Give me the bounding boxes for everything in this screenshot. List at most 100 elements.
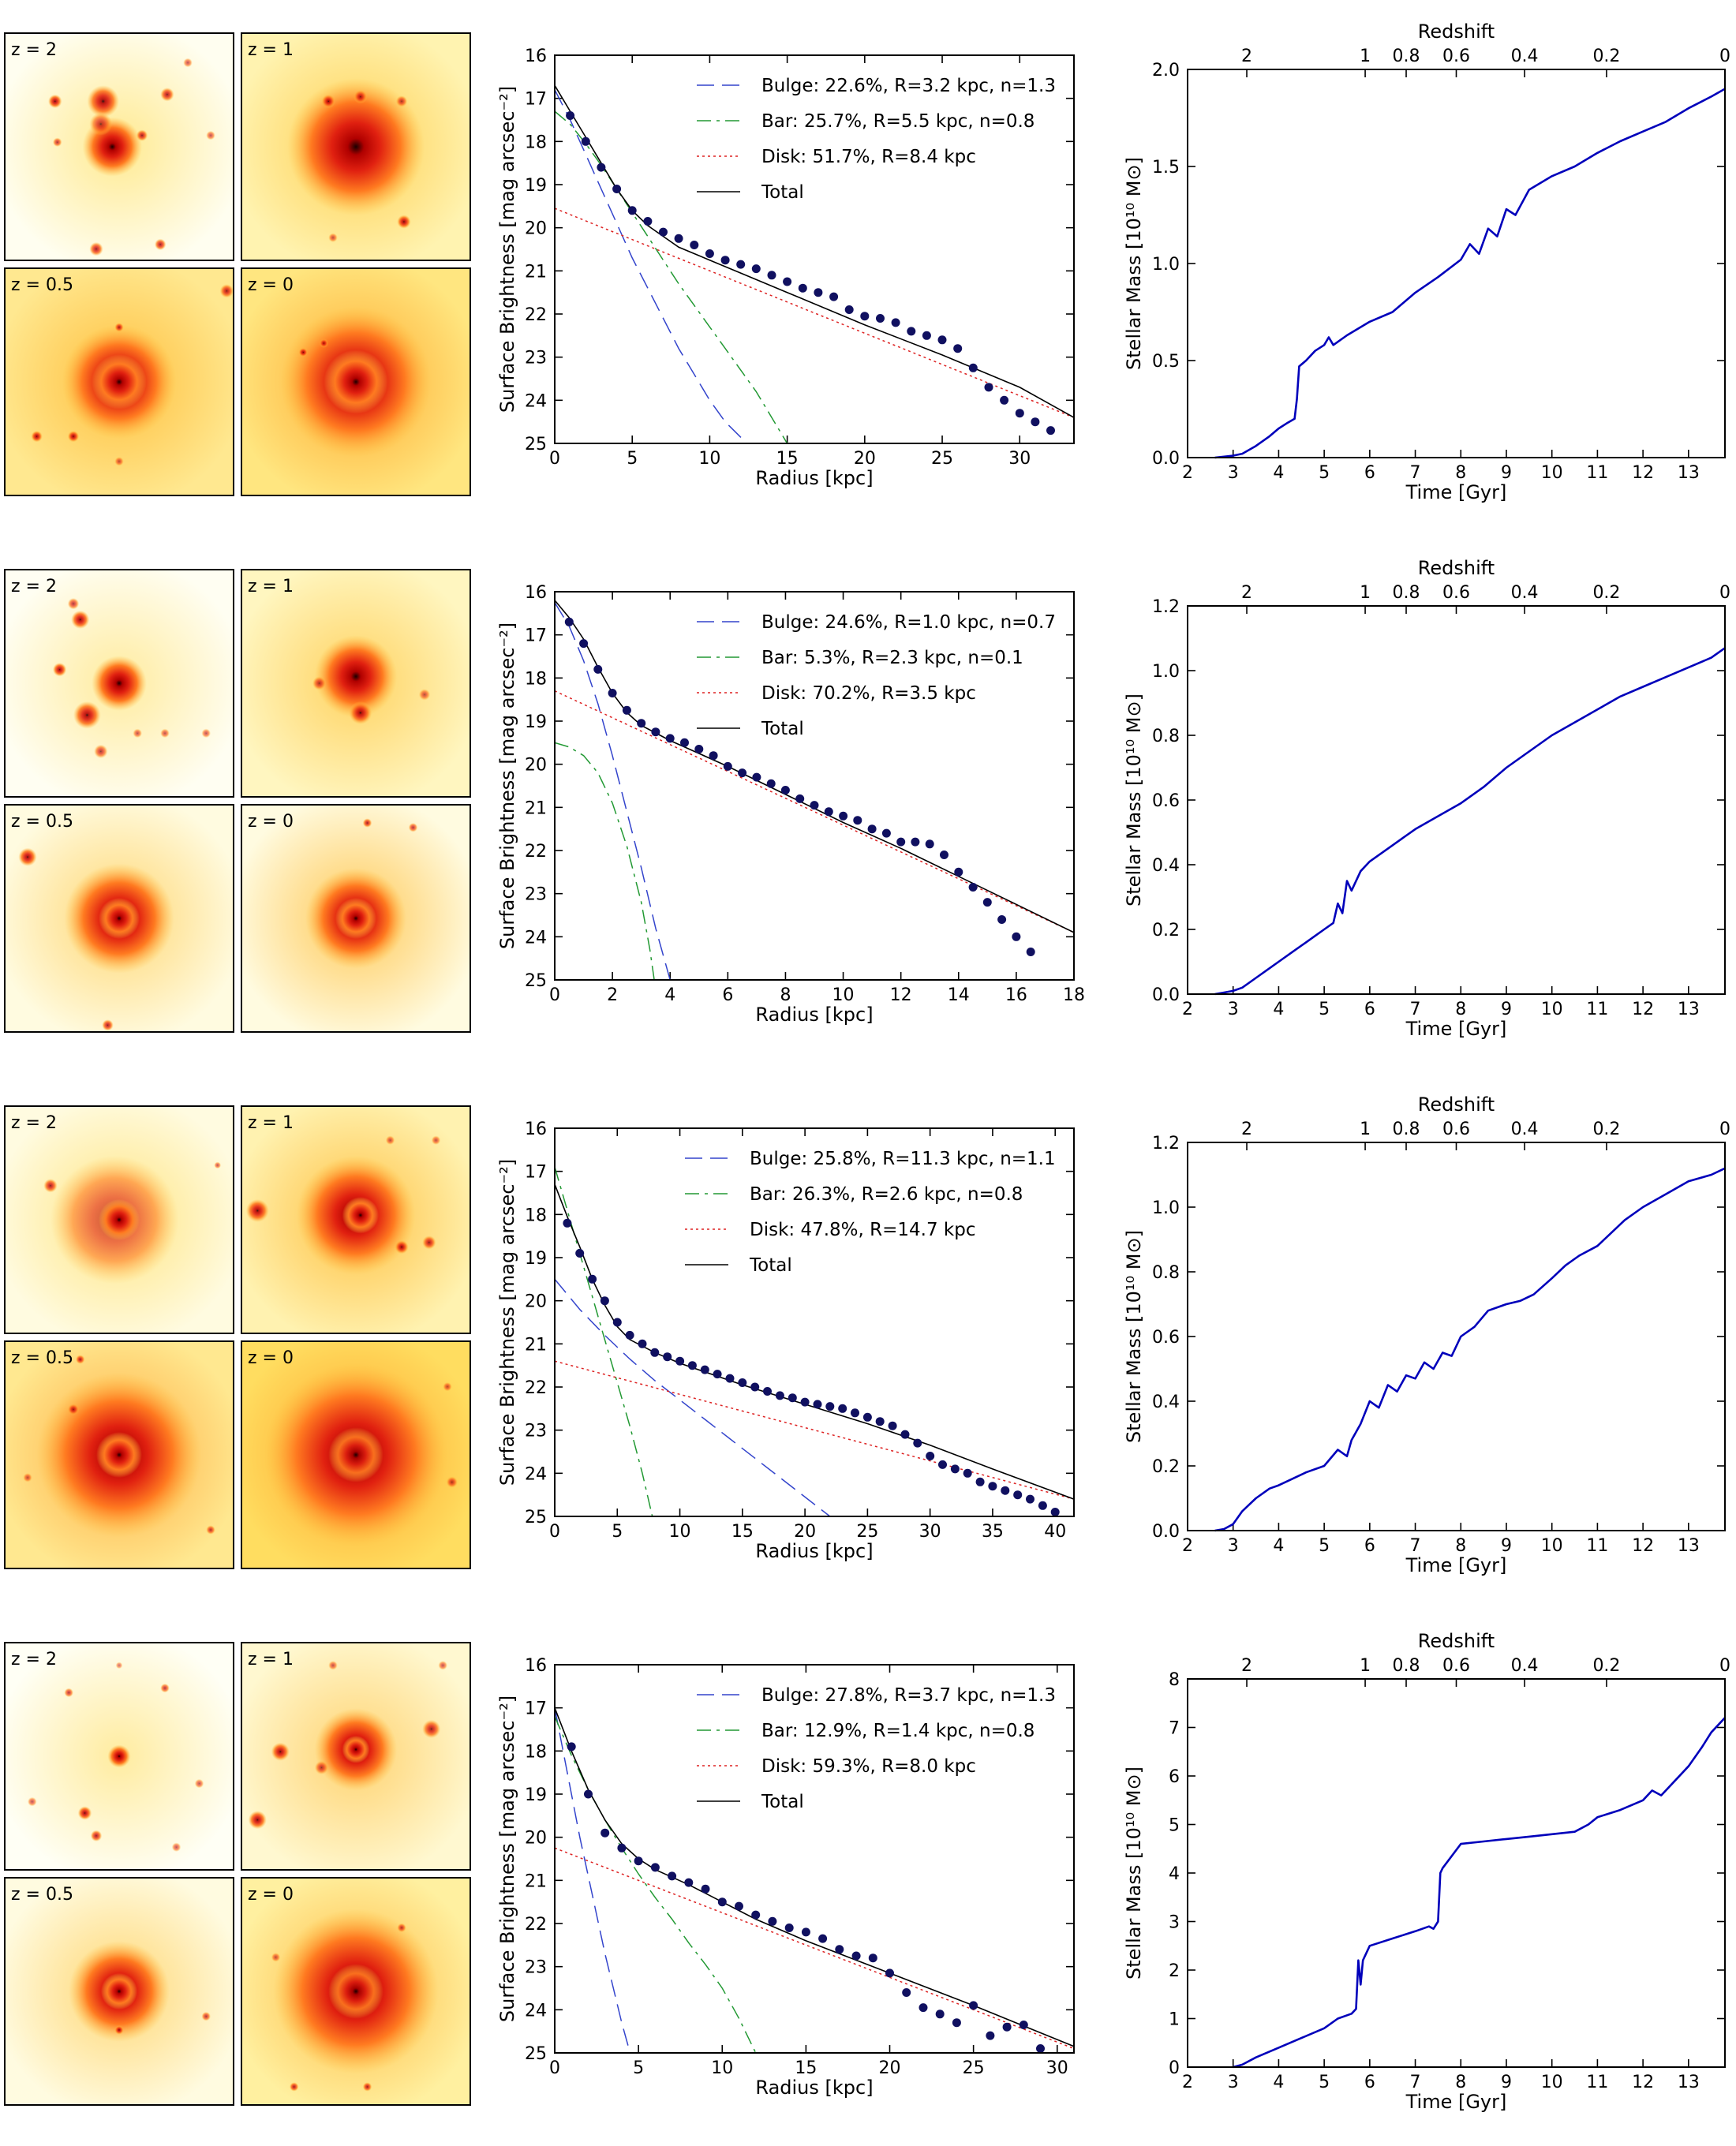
galaxy-blob — [201, 2011, 211, 2021]
galaxy-blob — [328, 1661, 338, 1670]
y-tick-label: 23 — [525, 349, 547, 368]
data-point — [612, 1318, 622, 1327]
y-tick-label: 16 — [525, 1120, 547, 1139]
galaxy-blob — [23, 1473, 32, 1482]
bulge-profile-line — [555, 602, 671, 980]
x-axis-label: Time [Gyr] — [1405, 1554, 1507, 1576]
legend-entry: Disk: 51.7%, R=8.4 kpc — [761, 147, 976, 167]
galaxy-blob — [422, 1719, 441, 1739]
x-tick-label: 9 — [1501, 1536, 1512, 1556]
x-tick-label: 5 — [1319, 2073, 1330, 2092]
redshift-tick-label: 0.6 — [1442, 583, 1470, 603]
data-point — [768, 1916, 777, 1926]
data-point — [783, 277, 792, 286]
galaxy-blob — [354, 89, 368, 104]
galaxy-image-panel: z = 2 — [4, 1642, 234, 1871]
x-tick-label: 5 — [1319, 1000, 1330, 1019]
galaxy-image-panel: z = 0 — [241, 1877, 471, 2106]
y-axis-label: Surface Brightness [mag arcsec⁻²] — [496, 86, 518, 413]
data-point — [717, 1897, 727, 1907]
bar-profile-line — [555, 742, 655, 980]
galaxy-image-panel: z = 0.5 — [4, 1340, 234, 1569]
x-tick-label: 11 — [1586, 463, 1608, 483]
legend-entry: Total — [761, 1792, 804, 1812]
y-tick-label: 16 — [525, 1656, 547, 1676]
galaxy-blob — [18, 847, 37, 866]
galaxy-image-frame — [4, 804, 234, 1033]
redshift-label: z = 2 — [11, 40, 57, 60]
data-point — [650, 1348, 660, 1357]
x-tick-label: 6 — [722, 985, 733, 1005]
galaxy-image-frame — [4, 32, 234, 261]
surface-brightness-plot: 0 2 4 6 8 10 12 14 16 1816171819202122232425Bulge… — [496, 583, 1085, 1026]
galaxy-image-panel: z = 0.5 — [4, 1877, 234, 2106]
galaxy-blob — [194, 1778, 204, 1789]
legend-entry: Bulge: 22.6%, R=3.2 kpc, n=1.3 — [761, 76, 1056, 96]
galaxy-image-panel: z = 2 — [4, 32, 234, 261]
x-axis-label: Time [Gyr] — [1405, 481, 1507, 503]
x-tick-label: 25 — [963, 2058, 985, 2078]
redshift-tick-label: 2 — [1241, 1656, 1252, 1676]
galaxy-blob — [245, 1198, 269, 1222]
data-point — [651, 727, 660, 737]
y-tick-label: 0.6 — [1152, 791, 1180, 811]
data-point — [775, 1391, 784, 1400]
redshift-tick-label: 0.4 — [1511, 1120, 1539, 1139]
x-tick-label: 5 — [1319, 463, 1330, 483]
x-tick-label: 4 — [1273, 2073, 1284, 2092]
redshift-tick-label: 0.6 — [1442, 1656, 1470, 1676]
galaxy-blob — [321, 94, 335, 109]
galaxy-blob — [48, 94, 62, 109]
data-point — [751, 1910, 761, 1920]
data-point — [1019, 2021, 1028, 2029]
data-point — [810, 801, 819, 810]
x-tick-label: 10 — [698, 449, 720, 469]
x-tick-label: 13 — [1678, 1536, 1700, 1556]
data-point — [684, 1878, 694, 1887]
data-point — [896, 837, 906, 847]
y-tick-label: 17 — [525, 90, 547, 110]
x-tick-label: 12 — [1632, 463, 1654, 483]
data-point — [952, 2018, 961, 2028]
galaxy-blob — [136, 129, 148, 141]
redshift-tick-label: 0.4 — [1511, 47, 1539, 66]
redshift-tick-label: 1 — [1360, 47, 1371, 66]
data-point — [663, 1352, 672, 1362]
galaxy-blob — [362, 2082, 372, 2092]
y-tick-label: 21 — [525, 262, 547, 282]
redshift-tick-label: 0 — [1719, 1656, 1730, 1676]
data-point — [563, 1218, 572, 1228]
x-tick-label: 9 — [1501, 463, 1512, 483]
redshift-label: z = 0.5 — [11, 275, 73, 295]
y-tick-label: 0.0 — [1152, 1522, 1180, 1542]
y-tick-label: 2.0 — [1152, 61, 1180, 80]
x-tick-label: 7 — [1410, 1536, 1421, 1556]
galaxy-blob — [438, 1661, 447, 1670]
galaxy-blob — [314, 635, 398, 718]
galaxy-image-panel: z = 0 — [241, 1340, 471, 1569]
stellar-mass-line — [1233, 1717, 1726, 2069]
plot-frame — [1187, 1142, 1726, 1531]
x-tick-label: 12 — [1632, 2073, 1654, 2092]
stellar-mass-plot: 2 3 4 5 6 7 8 9 10 11 12 13 2 1 0.8 0.6 0.4 0.2 0 0.0 0.2 0.4… — [1123, 557, 1730, 1040]
x-tick-label: 25 — [931, 449, 953, 469]
galaxy-blob — [206, 130, 215, 140]
x-tick-label: 8 — [1455, 2073, 1466, 2092]
y-tick-label: 6 — [1169, 1767, 1180, 1787]
bulge-profile-line — [555, 89, 748, 443]
y-tick-label: 22 — [525, 1915, 547, 1935]
galaxy-image-frame — [4, 1340, 234, 1569]
legend-entry: Bar: 12.9%, R=1.4 kpc, n=0.8 — [761, 1721, 1034, 1741]
galaxy-blob — [201, 728, 211, 738]
galaxy-blob — [71, 610, 90, 629]
galaxy-image-panel: z = 0.5 — [4, 267, 234, 496]
x-tick-label: 8 — [1455, 1000, 1466, 1019]
galaxy-blob — [248, 1811, 267, 1830]
data-point — [579, 639, 589, 649]
galaxy-blob — [312, 676, 327, 690]
x-tick-label: 12 — [1632, 1536, 1654, 1556]
redshift-tick-label: 2 — [1241, 1120, 1252, 1139]
galaxy-image-frame — [241, 267, 471, 496]
galaxy-image-frame — [241, 1877, 471, 2106]
data-point — [1002, 2022, 1012, 2032]
